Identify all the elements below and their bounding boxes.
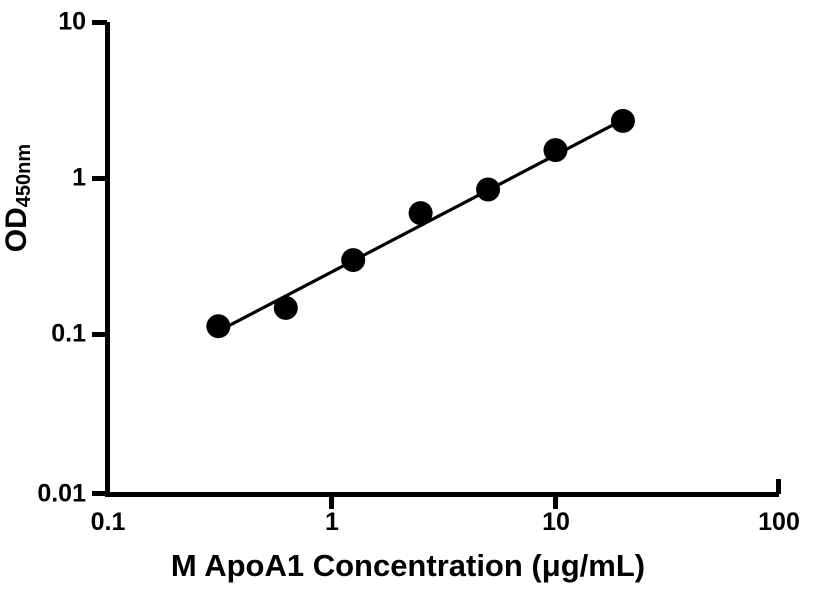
x-tick-label-100: 100 xyxy=(758,508,800,536)
data-point xyxy=(610,108,635,133)
data-point xyxy=(543,138,568,163)
x-tick-label-0-1: 0.1 xyxy=(90,508,126,536)
y-tick-label-0-01: 0.01 xyxy=(37,479,86,508)
y-tick-label-10: 10 xyxy=(58,7,86,36)
y-tick-marks xyxy=(92,20,107,496)
data-point-group xyxy=(206,108,635,339)
x-tick-label-1: 1 xyxy=(325,508,339,536)
data-point xyxy=(206,314,231,339)
y-axis-title-main: OD xyxy=(0,207,33,253)
y-axis-title: OD450nm xyxy=(0,88,35,308)
data-point xyxy=(476,177,501,202)
x-axis-title: M ApoA1 Concentration (μg/mL) xyxy=(170,548,646,583)
data-point xyxy=(341,248,366,273)
x-tick-marks xyxy=(105,479,781,509)
y-axis-title-subscript: 450nm xyxy=(13,143,35,208)
y-tick-label-0-1: 0.1 xyxy=(51,319,86,348)
data-point xyxy=(408,201,433,226)
y-tick-label-1: 1 xyxy=(72,163,86,192)
data-point xyxy=(273,295,298,320)
x-tick-label-10: 10 xyxy=(542,508,570,536)
